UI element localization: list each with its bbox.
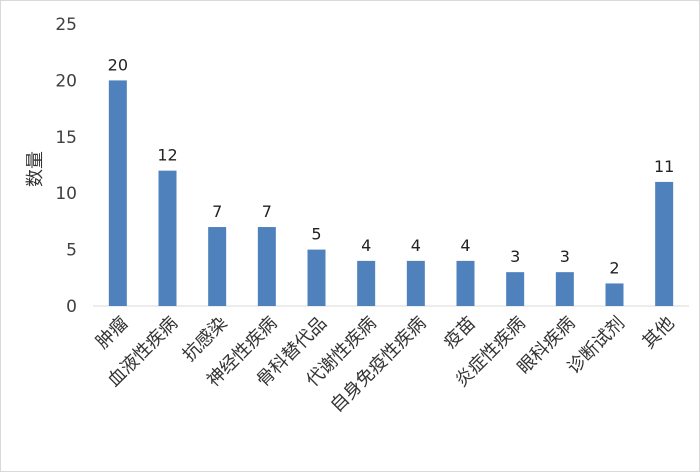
y-axis-ticks: 0 5 10 15 20 25 <box>55 15 77 317</box>
data-labels: 20 12 7 7 5 4 4 4 3 3 2 11 <box>108 55 675 277</box>
data-label: 11 <box>654 157 674 176</box>
bar <box>108 80 127 307</box>
bar <box>158 170 177 306</box>
y-axis-label: 数量 <box>25 151 46 187</box>
data-label: 4 <box>361 236 371 255</box>
data-label: 20 <box>108 55 128 74</box>
x-category-label: 肿瘤 <box>92 313 132 353</box>
x-category-label: 其他 <box>638 313 678 353</box>
data-label: 7 <box>212 202 222 221</box>
data-label: 3 <box>510 247 520 266</box>
data-label: 3 <box>560 247 570 266</box>
data-label: 2 <box>609 258 619 277</box>
x-category-label: 疫苗 <box>440 313 480 353</box>
data-label: 4 <box>411 236 421 255</box>
bar <box>506 272 525 306</box>
y-tick-label: 25 <box>55 15 77 35</box>
data-label: 7 <box>262 202 272 221</box>
y-tick-label: 10 <box>55 184 77 204</box>
bar <box>456 260 475 306</box>
bar <box>257 227 276 306</box>
data-label: 12 <box>157 146 177 165</box>
bar <box>307 249 326 306</box>
bar <box>357 260 376 306</box>
data-label: 4 <box>460 236 470 255</box>
bar <box>208 227 227 306</box>
bar <box>605 283 624 306</box>
y-tick-label: 15 <box>55 128 77 148</box>
bar <box>655 181 674 306</box>
y-tick-label: 0 <box>66 297 77 317</box>
bar <box>406 260 425 306</box>
bar <box>555 272 574 306</box>
y-tick-label: 20 <box>55 71 77 91</box>
data-label: 5 <box>311 225 321 244</box>
bars <box>108 80 674 307</box>
y-tick-label: 5 <box>66 241 77 261</box>
